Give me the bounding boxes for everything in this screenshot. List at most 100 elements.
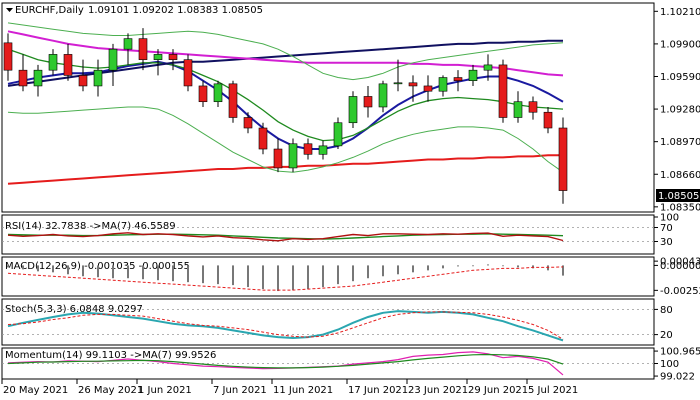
- price-tick-label: 1.08350: [660, 202, 700, 213]
- candles: [3, 28, 568, 204]
- ma-green-line: [7, 48, 564, 142]
- macd-bar: [277, 265, 279, 292]
- macd-bar: [97, 265, 99, 278]
- bull-candle: [438, 77, 448, 92]
- macd-histogram: [7, 264, 564, 292]
- bb-lower-line: [7, 106, 564, 173]
- symbol-label: EURCHF,Daily: [15, 5, 84, 16]
- bear-candle: [453, 77, 463, 81]
- bull-candle: [333, 122, 343, 147]
- macd-bar: [427, 265, 429, 271]
- macd-bar: [172, 265, 174, 282]
- macd-bar: [412, 265, 414, 273]
- bull-candle: [318, 145, 328, 155]
- macd-bar: [532, 265, 534, 269]
- bull-candle: [513, 101, 523, 118]
- current-price-label: 1.08505: [658, 191, 699, 202]
- bull-candle: [378, 83, 388, 108]
- bull-candle: [153, 54, 163, 60]
- macd-axis: 0.0004330.000000 -0.002529: [654, 257, 700, 297]
- macd-bar: [292, 265, 294, 291]
- bull-candle: [33, 69, 43, 87]
- date-label: 23 Jun 2021: [408, 385, 468, 396]
- macd-bar: [52, 265, 54, 273]
- macd-bar: [562, 265, 564, 276]
- macd-bar: [82, 265, 84, 277]
- macd-bar: [502, 265, 504, 267]
- ohlc-values: 1.09101 1.09202 1.08383 1.08505: [88, 5, 263, 16]
- macd-tick-label: -0.002529: [660, 286, 700, 297]
- stoch-axis: 80 20: [654, 305, 673, 341]
- macd-bar: [127, 265, 129, 279]
- collapse-triangle-icon[interactable]: [6, 8, 13, 12]
- macd-bar: [142, 265, 144, 280]
- date-label: 5 Jul 2021: [528, 385, 578, 396]
- macd-bar: [442, 265, 444, 269]
- stoch-tick-label: 20: [660, 330, 673, 341]
- bear-candle: [168, 54, 178, 60]
- price-tick-label: 1.09900: [660, 39, 700, 50]
- bull-candle: [288, 143, 298, 169]
- bull-candle: [93, 69, 103, 87]
- stoch-tick-label: 80: [660, 305, 673, 316]
- macd-bar: [37, 265, 39, 272]
- momentum-lines: [2, 351, 654, 376]
- stoch-lines: [2, 308, 654, 342]
- macd-bar: [232, 265, 234, 286]
- macd-tick-label: 0.000000: [660, 261, 700, 272]
- rsi-line: [7, 232, 564, 242]
- macd-signal-line: [7, 266, 564, 291]
- rsi-tick-label: 70: [660, 223, 673, 234]
- macd-bar: [7, 265, 9, 268]
- macd-bar: [367, 265, 369, 279]
- date-label: 29 Jun 2021: [468, 385, 528, 396]
- macd-bar: [517, 265, 519, 268]
- macd-bar: [22, 265, 24, 270]
- bull-candle: [213, 83, 223, 103]
- macd-bar: [217, 265, 219, 285]
- momentum-tick-label: 99.022: [660, 372, 695, 383]
- momentum-axis: 100.9659100 99.022: [654, 347, 700, 383]
- macd-bar: [472, 265, 474, 267]
- bull-candle: [108, 48, 118, 71]
- bear-candle: [243, 117, 253, 129]
- bull-candle: [48, 54, 58, 71]
- bear-candle: [558, 127, 568, 191]
- bull-candle: [348, 96, 358, 124]
- current-price-box: [656, 189, 700, 202]
- stoch-panel-frame: [1, 298, 655, 346]
- bear-candle: [63, 54, 73, 76]
- momentum-tick-label: 100.9659: [660, 347, 700, 358]
- macd-bar: [307, 265, 309, 290]
- price-tick-label: 1.10210: [660, 7, 700, 18]
- rsi-label: RSI(14) 32.7838 ->MA(7) 46.5589: [5, 221, 176, 232]
- date-label: 11 Jun 2021: [273, 385, 333, 396]
- date-label: 1 Jun 2021: [138, 385, 192, 396]
- momentum-label: Momentum(14) 99.1103 ->MA(7) 99.9526: [5, 350, 216, 361]
- momentum-tick-label: 100: [660, 359, 679, 370]
- bull-candle: [393, 82, 403, 85]
- bear-candle: [18, 69, 28, 87]
- macd-bar: [247, 265, 249, 288]
- rsi-lines: [2, 227, 654, 242]
- macd-bar: [487, 264, 489, 266]
- bear-candle: [198, 85, 208, 103]
- main-panel-frame: [1, 2, 655, 213]
- ma-red-line: [7, 154, 563, 185]
- price-axis: 1.10210 1.09900 1.09590 1.09280 1.08970 1.086…: [654, 7, 700, 213]
- bear-candle: [303, 143, 313, 155]
- bear-candle: [3, 42, 13, 71]
- date-label: 7 Jun 2021: [213, 385, 267, 396]
- macd-bar: [382, 265, 384, 277]
- date-label: 26 May 2021: [78, 385, 143, 396]
- ma-magenta-line: [7, 30, 564, 77]
- bear-candle: [528, 101, 538, 113]
- macd-bar: [112, 265, 114, 279]
- bear-candle: [273, 148, 283, 169]
- macd-bar: [337, 265, 339, 285]
- bear-candle: [258, 127, 268, 150]
- macd-bar: [322, 265, 324, 288]
- date-label: 17 Jun 2021: [348, 385, 408, 396]
- price-tick-label: 1.09280: [660, 105, 700, 116]
